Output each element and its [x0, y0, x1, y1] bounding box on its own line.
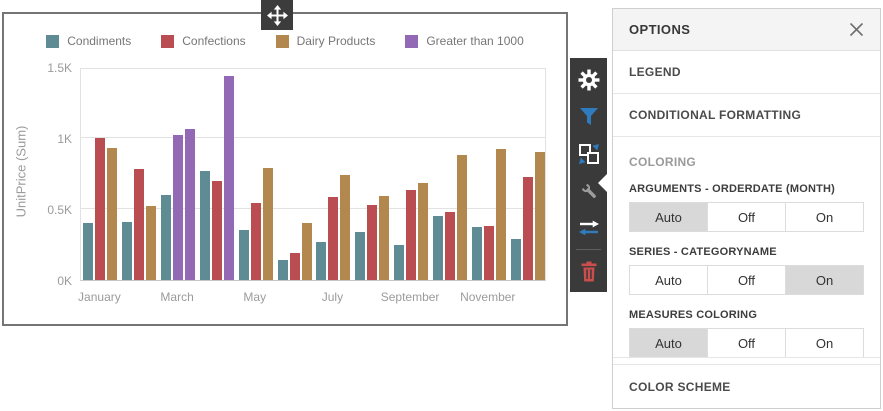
- move-handle[interactable]: [261, 0, 293, 30]
- x-axis-label: July: [321, 290, 344, 304]
- toggle-on-button[interactable]: On: [785, 266, 863, 294]
- delete-icon[interactable]: [575, 258, 603, 286]
- bar[interactable]: [146, 206, 157, 280]
- close-icon[interactable]: [846, 20, 866, 40]
- chart-widget[interactable]: Condiments Confections Dairy Products Great…: [2, 12, 568, 326]
- y-axis-tick-label: 0.5K: [47, 203, 72, 217]
- toggle-on-button[interactable]: On: [785, 329, 863, 357]
- setting-label: SERIES - CATEGORYNAME: [629, 246, 777, 258]
- bar[interactable]: [211, 180, 222, 280]
- filter-icon[interactable]: [575, 103, 603, 131]
- toggle-button-group: Auto Off On: [629, 202, 864, 232]
- legend-item: Condiments: [46, 34, 131, 48]
- gridline: [81, 208, 545, 209]
- bar[interactable]: [355, 231, 366, 280]
- bar[interactable]: [250, 203, 261, 280]
- bar[interactable]: [394, 245, 405, 280]
- legend-item: Dairy Products: [275, 34, 376, 48]
- toggle-button-group: Auto Off On: [629, 328, 864, 357]
- item-toolbar: [570, 58, 607, 292]
- toolbar-divider: [576, 249, 601, 250]
- x-axis-label: November: [460, 290, 516, 304]
- bar[interactable]: [522, 177, 533, 280]
- bar[interactable]: [495, 149, 506, 280]
- bar[interactable]: [161, 194, 172, 280]
- bar[interactable]: [432, 216, 443, 280]
- section-color-scheme[interactable]: COLOR SCHEME: [613, 364, 880, 408]
- bar[interactable]: [122, 221, 133, 280]
- bar[interactable]: [340, 174, 351, 280]
- bar[interactable]: [418, 182, 429, 280]
- toggle-auto-button[interactable]: Auto: [630, 266, 707, 294]
- bar[interactable]: [534, 151, 545, 280]
- bar[interactable]: [262, 167, 273, 280]
- legend-swatch: [405, 34, 419, 48]
- toggle-auto-button[interactable]: Auto: [630, 329, 707, 357]
- bar[interactable]: [173, 135, 184, 280]
- bar[interactable]: [444, 211, 455, 280]
- setting-label: ARGUMENTS - ORDERDATE (MONTH): [629, 183, 836, 195]
- bar[interactable]: [83, 223, 94, 280]
- options-panel-title: OPTIONS: [629, 22, 691, 37]
- bar[interactable]: [277, 260, 288, 280]
- bar[interactable]: [483, 226, 494, 280]
- options-wrench-icon[interactable]: [575, 177, 603, 205]
- toggle-on-button[interactable]: On: [785, 203, 863, 231]
- toggle-button-group: Auto Off On: [629, 265, 864, 295]
- bar[interactable]: [95, 138, 106, 280]
- bar[interactable]: [406, 189, 417, 280]
- toggle-off-button[interactable]: Off: [707, 203, 785, 231]
- toggle-off-button[interactable]: Off: [707, 266, 785, 294]
- legend-item: Greater than 1000: [405, 34, 524, 48]
- x-axis-label: March: [160, 290, 194, 304]
- legend-swatch: [46, 34, 60, 48]
- toggle-off-button[interactable]: Off: [707, 329, 785, 357]
- legend-label: Dairy Products: [296, 34, 376, 48]
- legend-swatch: [161, 34, 175, 48]
- gridline: [81, 137, 545, 138]
- bar[interactable]: [301, 223, 312, 280]
- bar[interactable]: [328, 196, 339, 280]
- x-axis-label: September: [380, 290, 440, 304]
- bar[interactable]: [134, 169, 145, 280]
- bar[interactable]: [107, 147, 118, 280]
- bar[interactable]: [471, 226, 482, 280]
- toggle-auto-button[interactable]: Auto: [630, 203, 707, 231]
- section-legend[interactable]: LEGEND: [613, 51, 880, 94]
- bar[interactable]: [238, 230, 249, 280]
- y-axis-tick-label: 1K: [57, 132, 72, 146]
- bar[interactable]: [199, 170, 210, 280]
- move-icon: [266, 4, 288, 26]
- bar[interactable]: [185, 129, 196, 280]
- legend-label: Greater than 1000: [426, 34, 524, 48]
- x-axis-label: May: [243, 290, 267, 304]
- swap-arrows-icon[interactable]: [575, 214, 603, 242]
- options-panel-notch: [598, 174, 607, 192]
- setting-label: MEASURES COLORING: [629, 309, 758, 321]
- bar[interactable]: [289, 253, 300, 280]
- section-conditional-formatting[interactable]: CONDITIONAL FORMATTING: [613, 94, 880, 137]
- legend-label: Confections: [182, 34, 246, 48]
- y-axis-tick-label: 1.5K: [47, 61, 72, 75]
- legend-item: Confections: [161, 34, 246, 48]
- coloring-group-label: COLORING: [629, 155, 697, 169]
- legend-label: Condiments: [67, 34, 132, 48]
- legend-swatch: [275, 34, 289, 48]
- options-panel-header: OPTIONS: [613, 9, 880, 51]
- coloring-section: COLORING ARGUMENTS - ORDERDATE (MONTH) Au…: [613, 139, 880, 358]
- options-panel: OPTIONS LEGEND CONDITIONAL FORMATTING CO…: [612, 8, 881, 409]
- chart-legend: Condiments Confections Dairy Products Great…: [4, 34, 566, 48]
- convert-icon[interactable]: [575, 140, 603, 168]
- plot-area: [80, 68, 546, 281]
- bar[interactable]: [367, 204, 378, 280]
- settings-gear-icon[interactable]: [575, 66, 603, 94]
- x-axis-label: January: [78, 290, 121, 304]
- bar[interactable]: [510, 238, 521, 280]
- bar[interactable]: [316, 241, 327, 280]
- bar[interactable]: [379, 196, 390, 280]
- bar[interactable]: [456, 155, 467, 280]
- bar[interactable]: [223, 75, 234, 280]
- y-axis-tick-label: 0K: [57, 274, 72, 288]
